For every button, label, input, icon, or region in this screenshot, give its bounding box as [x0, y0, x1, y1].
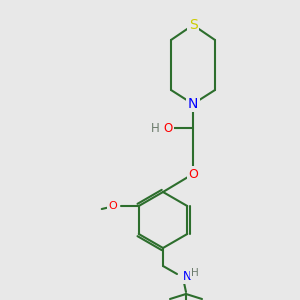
- Text: S: S: [189, 18, 197, 32]
- Text: O: O: [164, 122, 172, 134]
- Text: N: N: [183, 269, 192, 283]
- Text: N: N: [188, 97, 198, 111]
- Text: O: O: [108, 201, 117, 211]
- Text: H: H: [151, 122, 159, 134]
- Text: H: H: [191, 268, 199, 278]
- Text: O: O: [188, 167, 198, 181]
